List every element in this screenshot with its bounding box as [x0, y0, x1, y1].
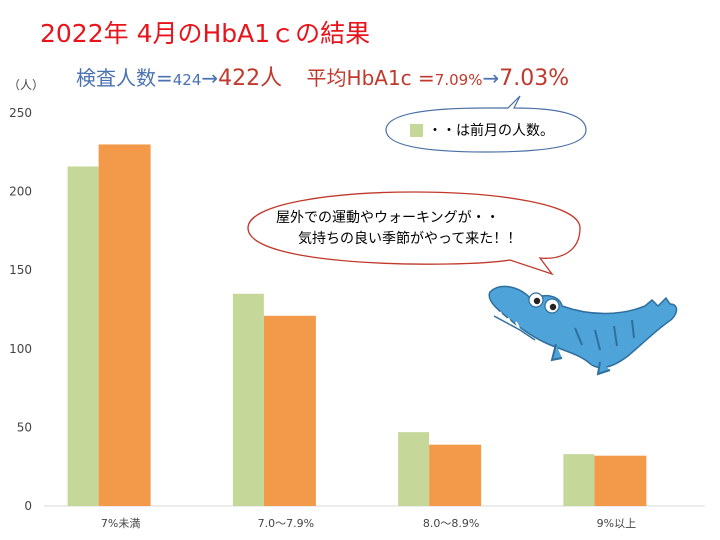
- x-tick-label: 7.0～7.9%: [258, 517, 314, 530]
- legend-callout: ・・は前月の人数。: [385, 95, 587, 153]
- crocodile-pupil: [549, 303, 557, 311]
- y-tick-label: 150: [9, 263, 32, 277]
- bar-previous-month: [67, 166, 99, 506]
- bar-previous-month: [232, 293, 264, 506]
- x-axis-labels: 7%未満 7.0～7.9% 8.0～8.9% 9%以上: [101, 517, 636, 530]
- bar-previous-month: [398, 432, 430, 506]
- crocodile-pupil: [533, 297, 541, 305]
- summary-line: 検査人数=424→422人 平均HbA1c =7.09%→7.03%: [76, 60, 569, 92]
- x-tick-label: 8.0～8.9%: [423, 517, 479, 530]
- bar-current-month: [429, 444, 482, 506]
- bar-current-month: [263, 315, 316, 506]
- crocodile-illustration: [486, 276, 700, 386]
- page-title: 2022年 4月のHbA1ｃの結果: [40, 19, 371, 48]
- speech-bubble-shape: [247, 191, 581, 276]
- y-tick-label: 200: [9, 185, 32, 199]
- y-tick-label: 50: [17, 420, 32, 434]
- count-previous: 424: [172, 71, 202, 89]
- y-tick-label: 0: [24, 499, 32, 513]
- average-current: 7.03%: [499, 66, 570, 91]
- bars: [67, 144, 647, 506]
- speech-line-2: 気持ちの良い季節がやって来た！！: [298, 230, 521, 247]
- legend-text: ・・は前月の人数。: [428, 122, 554, 139]
- crocodile-stripes: [574, 319, 635, 351]
- legend-callout-shape: [385, 95, 587, 153]
- bar-current-month: [594, 455, 647, 506]
- crocodile-teeth: [499, 311, 520, 329]
- legend-swatch-previous: [410, 124, 423, 137]
- arrow: →: [482, 66, 500, 90]
- y-axis-ticks: 0 50 100 150 200 250: [9, 106, 32, 513]
- crocodile-legs: [550, 343, 611, 376]
- count-label: 検査人数=: [76, 66, 173, 90]
- speech-bubble: 屋外での運動やウォーキングが・・ 気持ちの良い季節がやって来た！！: [247, 191, 581, 276]
- bar-current-month: [98, 144, 151, 506]
- y-tick-label: 250: [9, 106, 32, 120]
- speech-line-1: 屋外での運動やウォーキングが・・: [276, 210, 500, 226]
- average-previous: 7.09%: [434, 71, 483, 89]
- arrow: →: [201, 66, 219, 90]
- count-current: 422人: [218, 66, 283, 91]
- bar-previous-month: [563, 454, 595, 506]
- x-tick-label: 9%以上: [597, 517, 636, 530]
- y-axis-unit: （人）: [8, 78, 44, 92]
- y-tick-label: 100: [9, 342, 32, 356]
- crocodile-jaw: [493, 315, 536, 341]
- x-tick-label: 7%未満: [101, 517, 140, 530]
- average-label: 平均HbA1c =: [306, 66, 435, 90]
